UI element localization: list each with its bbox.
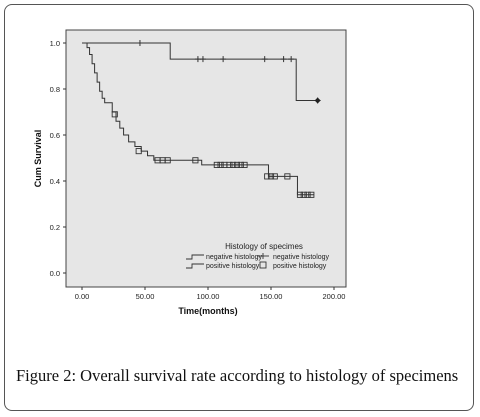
y-tick-label: 1.0: [50, 39, 60, 48]
y-tick-label: 0.0: [50, 269, 60, 278]
y-axis-label: Cum Survival: [33, 130, 43, 188]
figure-caption: Figure 2: Overall survival rate accordin…: [16, 366, 468, 386]
censor-square-mark: [233, 161, 241, 168]
series-end-marker: [314, 97, 321, 104]
censor-square-mark: [264, 173, 271, 180]
series-negative-histology: [82, 40, 321, 104]
censor-square-mark: [271, 173, 278, 180]
axes: 0.0 0.2 0.4 0.6 0.8 1.0 0.00 50.00 100.00 150.00 2…: [33, 39, 345, 316]
y-tick-label: 0.4: [50, 177, 60, 186]
y-tick-label: 0.6: [50, 131, 60, 140]
censor-square-mark: [226, 161, 233, 168]
series-positive-histology: [82, 42, 315, 198]
legend-label: negative histology: [206, 254, 263, 261]
legend-line-swatch: [186, 254, 204, 260]
x-tick-label: 150.00: [260, 292, 283, 301]
km-survival-chart: 0.0 0.2 0.4 0.6 0.8 1.0 0.00 50.00 100.00 150.00 2…: [33, 29, 347, 316]
legend-entry: negative histology: [257, 253, 330, 261]
censor-square-mark: [164, 157, 171, 164]
legend-label: negative histology: [273, 254, 330, 261]
censor-square-mark: [192, 157, 199, 164]
legend: Histology of specimes negative histology n…: [186, 242, 330, 270]
censor-square-mark: [296, 191, 304, 198]
legend-label: positive histology: [206, 263, 260, 270]
censor-square-mark: [308, 191, 315, 198]
censor-square-mark: [304, 191, 311, 198]
x-tick-label: 200.00: [323, 292, 346, 301]
y-tick-label: 0.2: [50, 223, 60, 232]
censor-plus-mark: [288, 56, 295, 63]
censor-plus-mark: [199, 56, 206, 63]
caption-text: Overall survival rate according to histo…: [80, 366, 459, 385]
plot-area: [65, 29, 347, 288]
survival-step-line: [82, 42, 314, 196]
caption-label: Figure 2:: [16, 366, 77, 385]
legend-entry: negative histology: [186, 254, 263, 261]
y-tick-label: 0.8: [50, 85, 60, 94]
censor-square-mark: [237, 161, 244, 168]
censor-square-mark: [284, 173, 291, 180]
series-layer: [82, 40, 321, 198]
survival-step-line: [82, 42, 318, 101]
censor-square-mark: [230, 161, 237, 168]
x-tick-label: 0.00: [75, 292, 90, 301]
censor-square-mark: [217, 161, 224, 168]
censor-square-mark: [300, 191, 307, 198]
x-axis-label: Time(months): [178, 306, 237, 316]
x-tick-label: 100.00: [197, 292, 220, 301]
censor-plus-mark: [136, 40, 143, 46]
censor-square-mark: [267, 173, 275, 180]
censor-square-mark: [213, 161, 220, 168]
legend-title: Histology of specimes: [225, 242, 303, 251]
legend-entry: positive histology: [259, 261, 327, 270]
censor-plus-mark: [220, 56, 227, 63]
x-tick-label: 50.00: [136, 292, 155, 301]
censor-square-mark: [111, 111, 118, 118]
censor-plus-mark: [194, 56, 201, 63]
censor-plus-mark: [280, 56, 287, 63]
legend-entry: positive histology: [186, 263, 260, 270]
legend-line-swatch: [186, 263, 204, 269]
censor-square-mark: [241, 161, 248, 168]
legend-label: positive histology: [273, 263, 327, 270]
legend-square-swatch: [259, 261, 267, 269]
censor-plus-mark: [261, 56, 268, 63]
censor-square-mark: [135, 148, 142, 155]
